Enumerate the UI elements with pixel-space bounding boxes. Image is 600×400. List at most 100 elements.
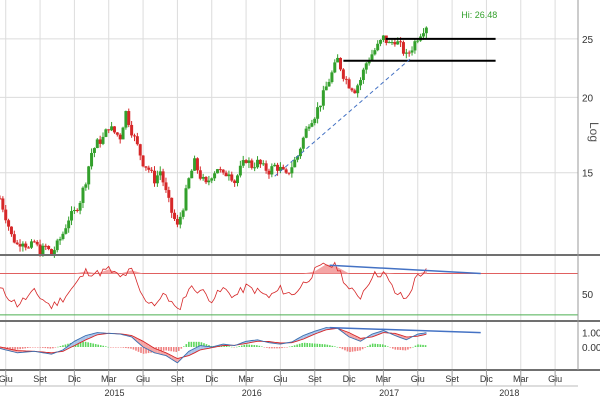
candle-down <box>393 42 397 45</box>
candle-up <box>416 40 420 42</box>
macd-histogram-bar <box>399 347 402 351</box>
candle-up <box>67 220 71 229</box>
candle-down <box>164 182 168 191</box>
x-tick-label: Giu <box>411 374 425 384</box>
macd-histogram-bar <box>359 347 361 351</box>
macd-histogram-bar <box>407 347 409 350</box>
macd-histogram-bar <box>313 343 316 347</box>
macd-histogram-bar <box>107 346 110 348</box>
macd-histogram-bar <box>59 346 62 347</box>
macd-histogram-bar <box>371 343 374 347</box>
macd-histogram-bar <box>62 345 64 347</box>
macd-histogram-bar <box>145 347 147 354</box>
macd-histogram-bar <box>273 347 276 349</box>
macd-histogram-bar <box>245 344 248 347</box>
candle-up <box>247 160 251 163</box>
macd-histogram-bar <box>24 347 26 349</box>
candle-down <box>75 209 79 211</box>
candle-up <box>333 62 337 73</box>
candle-down <box>130 124 134 136</box>
candle-up <box>92 148 96 153</box>
candle-down <box>167 190 171 198</box>
macd-histogram-bar <box>286 347 288 348</box>
macd-histogram-bar <box>230 346 233 348</box>
macd-histogram-bar <box>84 341 87 347</box>
macd-histogram-bar <box>180 347 183 349</box>
candle-up <box>336 57 340 63</box>
macd-histogram-bar <box>172 347 175 352</box>
x-tick-label: Set <box>171 374 185 384</box>
support-trendline <box>274 56 413 177</box>
candle-up <box>41 245 45 256</box>
macd-histogram-bar <box>268 347 271 349</box>
candle-down <box>350 88 354 91</box>
candle-down <box>218 169 222 171</box>
candle-up <box>273 164 277 167</box>
macd-histogram-bar <box>170 347 173 352</box>
macd-histogram-bar <box>26 347 29 349</box>
candle-up <box>379 39 383 44</box>
macd-histogram-bar <box>104 346 107 347</box>
macd-histogram-bar <box>137 347 140 352</box>
macd-histogram-bar <box>409 347 412 349</box>
macd-histogram-bar <box>162 347 165 351</box>
candle-down <box>353 90 357 94</box>
macd-histogram-bar <box>130 347 132 349</box>
macd-histogram-bar <box>185 344 188 347</box>
candle-up <box>296 156 300 160</box>
candle-up <box>301 137 305 149</box>
macd-histogram-bar <box>271 347 273 349</box>
candle-up <box>304 128 308 138</box>
macd-histogram-bar <box>198 341 200 347</box>
macd-histogram-bar <box>188 341 190 347</box>
macd-histogram-bar <box>19 347 21 350</box>
price-panel <box>0 26 496 258</box>
macd-histogram-bar <box>344 347 346 351</box>
rsi-panel <box>0 261 578 316</box>
macd-histogram-bar <box>160 347 162 352</box>
high-annotation: Hi: 26.48 <box>461 10 497 20</box>
macd-histogram-bar <box>414 345 417 347</box>
macd-histogram-bar <box>195 341 198 347</box>
candle-down <box>132 135 136 137</box>
candle-up <box>307 126 311 129</box>
macd-histogram-bar <box>115 347 117 348</box>
candle-down <box>258 159 262 165</box>
macd-histogram-bar <box>311 343 314 347</box>
macd-histogram-bar <box>356 347 359 351</box>
candle-down <box>47 246 51 250</box>
candle-up <box>270 166 274 175</box>
candle-up <box>324 86 328 91</box>
candle-up <box>361 69 365 80</box>
candle-up <box>396 41 400 45</box>
macd-histogram-bar <box>122 347 125 348</box>
candle-down <box>144 166 148 168</box>
candle-down <box>250 160 254 168</box>
candle-down <box>4 209 8 221</box>
macd-histogram-bar <box>57 346 59 348</box>
macd-histogram-bar <box>79 341 82 347</box>
x-tick-label: Dic <box>68 374 81 384</box>
candle-up <box>124 111 128 128</box>
candle-down <box>18 244 22 247</box>
candle-up <box>410 50 414 53</box>
macd-histogram-bar <box>412 346 414 348</box>
candle-up <box>187 178 191 189</box>
candle-down <box>32 241 36 243</box>
macd-histogram-bar <box>228 346 230 347</box>
macd-histogram-bar <box>89 342 92 347</box>
macd-histogram-bar <box>336 346 339 348</box>
candle-up <box>64 228 68 234</box>
macd-histogram-bar <box>16 347 19 350</box>
candle-down <box>224 172 228 177</box>
macd-histogram-bar <box>6 347 9 350</box>
candle-down <box>15 242 19 245</box>
candle-down <box>347 79 351 89</box>
candle-up <box>95 139 99 149</box>
candle-down <box>127 111 131 125</box>
candle-down <box>401 42 405 54</box>
macd-histogram-bar <box>301 343 303 347</box>
macd-histogram-bar <box>331 345 334 347</box>
macd-histogram-bar <box>321 344 324 347</box>
